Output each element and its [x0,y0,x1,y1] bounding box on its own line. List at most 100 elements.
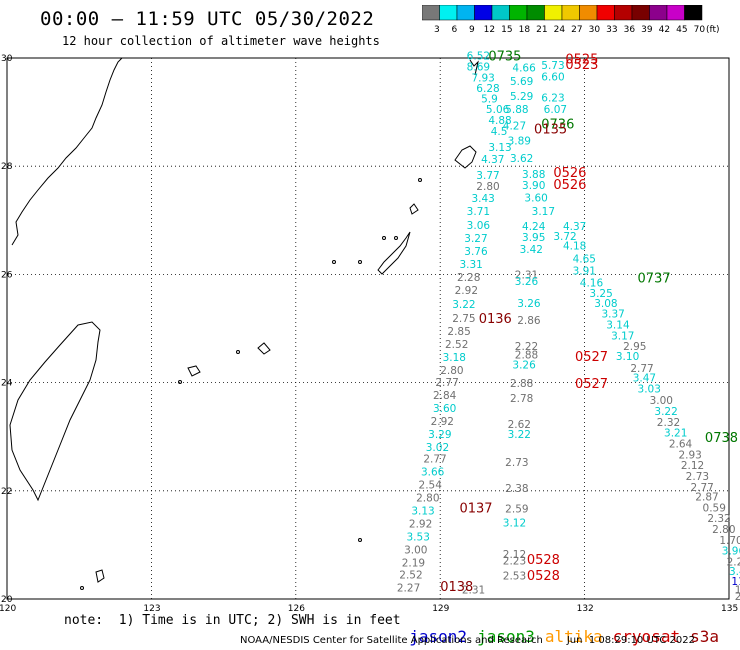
okinawa-west-coastline [410,204,418,214]
wave-height-label: 2.75 [452,313,475,325]
pass-time-label: 0528 [527,553,560,568]
footer-datetime: Jun 1 08:29:10 UTC 2022 [567,635,695,646]
wave-height-label: 2.54 [419,480,443,492]
wave-height-label: 3.42 [520,244,543,256]
wave-height-label: 2.28 [457,272,480,284]
lat-tick-label: 20 [1,595,13,605]
small-island [419,179,422,182]
wave-height-label: 2.80 [416,493,439,505]
wave-height-label: 3.17 [532,206,555,218]
wave-height-label: 3.26 [517,298,541,310]
lat-tick-label: 30 [1,54,13,64]
wave-height-label: 2.59 [505,503,528,515]
lat-tick-label: 26 [1,270,13,280]
wave-height-label: 3.13 [411,506,434,518]
wave-height-label: 3.00 [404,545,427,557]
wave-height-label: 2.53 [503,571,526,583]
pass-time-label: 0528 [527,569,560,584]
wave-height-label: 3.31 [459,259,482,271]
small-island [395,237,398,240]
miyako-coastline [258,343,270,354]
wave-height-label: 3.95 [522,232,545,244]
wave-height-label: 2.78 [510,393,533,405]
wave-height-label: 5.88 [505,104,528,116]
daito-coastline [96,570,104,582]
wave-height-values: 6.528.697.936.285.95.064.884.53.134.373.… [397,51,740,603]
wave-height-label: 3.06 [467,220,491,232]
wave-height-label: 3.26 [515,276,539,288]
wave-height-label: 2.52 [445,339,468,351]
wave-height-label: 2.19 [402,558,425,570]
wave-height-label: 2.80 [476,181,499,193]
coastlines [10,58,478,590]
wave-height-label: 3.26 [512,360,536,372]
wave-height-label: 2.92 [455,285,478,297]
wave-height-label: 3.91 [573,265,596,277]
wave-height-label: 2.86 [517,315,541,327]
wave-height-label: 5.29 [510,91,533,103]
wave-height-label: 3.53 [407,532,430,544]
wave-height-label: 3.27 [464,233,487,245]
pass-time-label: 0735 [488,50,521,65]
wave-height-label: 3.12 [503,518,526,530]
wave-height-label: 2.73 [505,457,528,469]
pass-time-label: 0135 [534,123,567,138]
wave-height-label: 3.89 [508,136,531,148]
small-island [383,237,386,240]
wave-height-map: 120 123 126 129 132 135 30 28 26 24 22 20 6.528.697.… [0,0,740,612]
wave-height-label: 4.18 [563,241,586,253]
small-island [81,587,84,590]
wave-height-label: 3.22 [508,429,531,441]
map-note: note: 1) Time is in UTC; 2) SWH is in fe… [64,613,401,628]
tanegashima-coastline [455,146,476,168]
wave-height-label: 6.07 [544,104,567,116]
wave-height-label: 2.88 [510,378,533,390]
china-coastline [12,58,122,245]
wave-height-label: 3.71 [467,206,490,218]
small-island [237,351,240,354]
wave-height-label: 3.90 [522,180,545,192]
pass-time-label: 0738 [705,431,738,446]
pass-time-label: 0523 [565,58,598,73]
wave-height-label: 2 [735,591,740,603]
footer: NOAA/NESDIS Center for Satellite Applica… [240,635,695,646]
wave-height-label: 2.92 [431,416,454,428]
wave-height-label: 3.03 [638,383,661,395]
lat-tick-label: 28 [1,162,13,172]
pass-time-label: 0737 [638,272,671,287]
wave-height-label: 2.84 [433,390,457,402]
wave-height-label: 5.69 [510,76,533,88]
small-island [359,539,362,542]
wave-height-label: 5.73 [541,60,564,72]
wave-height-label: 4.37 [481,154,504,166]
lat-tick-label: 22 [1,487,12,497]
wave-height-label: 3.22 [452,299,475,311]
wave-height-label: 2.92 [409,519,432,531]
ishigaki-coastline [188,366,200,376]
wave-height-label: 3.18 [443,352,466,364]
wave-height-label: 3.10 [616,351,639,363]
wave-height-label: 2.85 [447,326,470,338]
pass-time-label: 0137 [459,501,492,516]
pass-time-label: 0526 [553,178,586,193]
wave-height-label: 2.52 [399,569,422,581]
lon-tick-label: 123 [143,604,160,612]
wave-height-label: 6.60 [541,72,564,84]
wave-height-label: 2.27 [397,582,420,594]
footer-credit: NOAA/NESDIS Center for Satellite Applica… [240,635,543,646]
wave-height-label: 2.77 [435,377,458,389]
wave-height-label: 4.27 [503,120,526,132]
lon-tick-label: 120 [0,604,16,612]
wave-height-label: 4.65 [573,253,596,265]
taiwan-coastline [10,322,100,500]
wave-height-label: 3.02 [426,442,449,454]
wave-height-label: 2.80 [440,365,463,377]
wave-height-label: 6.23 [541,92,564,104]
wave-height-label: 2.23 [503,555,526,567]
pass-time-label: 0138 [440,580,473,595]
wave-height-label: 2.77 [423,454,446,466]
lat-tick-label: 24 [1,379,13,389]
wave-height-label: 3.66 [421,467,445,479]
wave-height-label: 2.38 [505,483,528,495]
wave-height-label: 3.43 [471,193,494,205]
